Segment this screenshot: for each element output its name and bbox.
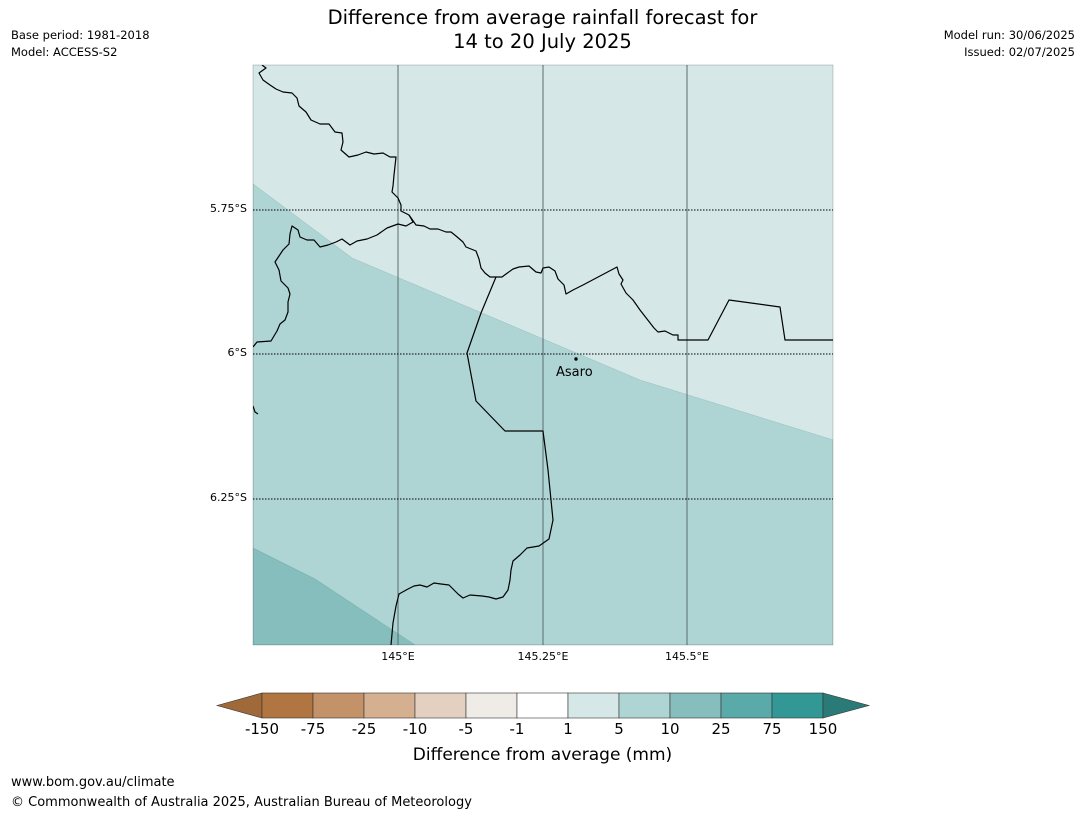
boundary-north [253,65,414,348]
lon-label-145-25: 145.25°E [517,650,569,663]
colorbar-segment [414,692,467,719]
colorbar-segment [567,692,620,719]
colorbar-extend-high [822,692,871,719]
boundary-west-stub [253,405,259,415]
model-run-text: Model run: 30/06/2025 [943,28,1075,42]
colorbar-tick-label: -75 [300,720,326,738]
meta-right: Model run: 30/06/2025 Issued: 02/07/2025 [944,27,1075,61]
colorbar-tick-label: 1 [563,720,573,738]
colorbar-tick-label: -10 [402,720,428,738]
fill-band-10-25 [253,547,416,645]
colorbar-tick-label: 150 [808,720,838,738]
colorbar-segment [465,692,518,719]
meta-left: Base period: 1981-2018 Model: ACCESS-S2 [11,27,150,61]
map-title: Difference from average rainfall forecas… [0,6,1085,54]
boundary-mid [408,214,833,341]
lat-label-6-25: 6.25°S [210,491,247,504]
title-line-1: Difference from average rainfall forecas… [327,6,758,29]
colorbar-tick-label: -1 [509,720,525,738]
colorbar-segment [669,692,722,719]
colorbar-tick-label: -5 [458,720,474,738]
colorbar-segment [261,692,314,719]
colorbar-tick-label: 10 [660,720,680,738]
colorbar-segment [363,692,416,719]
colorbar-segment [516,692,569,719]
model-text: Model: ACCESS-S2 [11,45,118,59]
colorbar-segments [215,692,871,719]
colorbar-tick-label: -25 [351,720,377,738]
town-marker-asaro [574,357,578,361]
boundary-south [390,276,554,645]
title-line-2: 14 to 20 July 2025 [453,30,632,53]
colorbar-tick-label: 75 [762,720,782,738]
issued-text: Issued: 02/07/2025 [964,45,1075,59]
footer-copyright: © Commonwealth of Australia 2025, Austra… [11,795,472,810]
lat-label-5-75: 5.75°S [210,202,247,215]
town-label-asaro: Asaro [556,365,593,380]
base-period-text: Base period: 1981-2018 [11,28,150,42]
colorbar-tick-label: 25 [711,720,731,738]
colorbar-tick-label: -150 [244,720,280,738]
colorbar-segment [771,692,824,719]
lon-label-145: 145°E [381,650,415,663]
colorbar-label: Difference from average (mm) [412,745,673,765]
footer-url: www.bom.gov.au/climate [11,775,175,790]
colorbar-tick-label: 5 [614,720,624,738]
colorbar-segment [312,692,365,719]
map-frame [252,64,834,646]
lat-label-6: 6°S [227,346,247,359]
colorbar-segment [720,692,773,719]
lon-label-145-5: 145.5°E [665,650,709,663]
colorbar-segment [618,692,671,719]
colorbar-extend-low [215,692,263,719]
